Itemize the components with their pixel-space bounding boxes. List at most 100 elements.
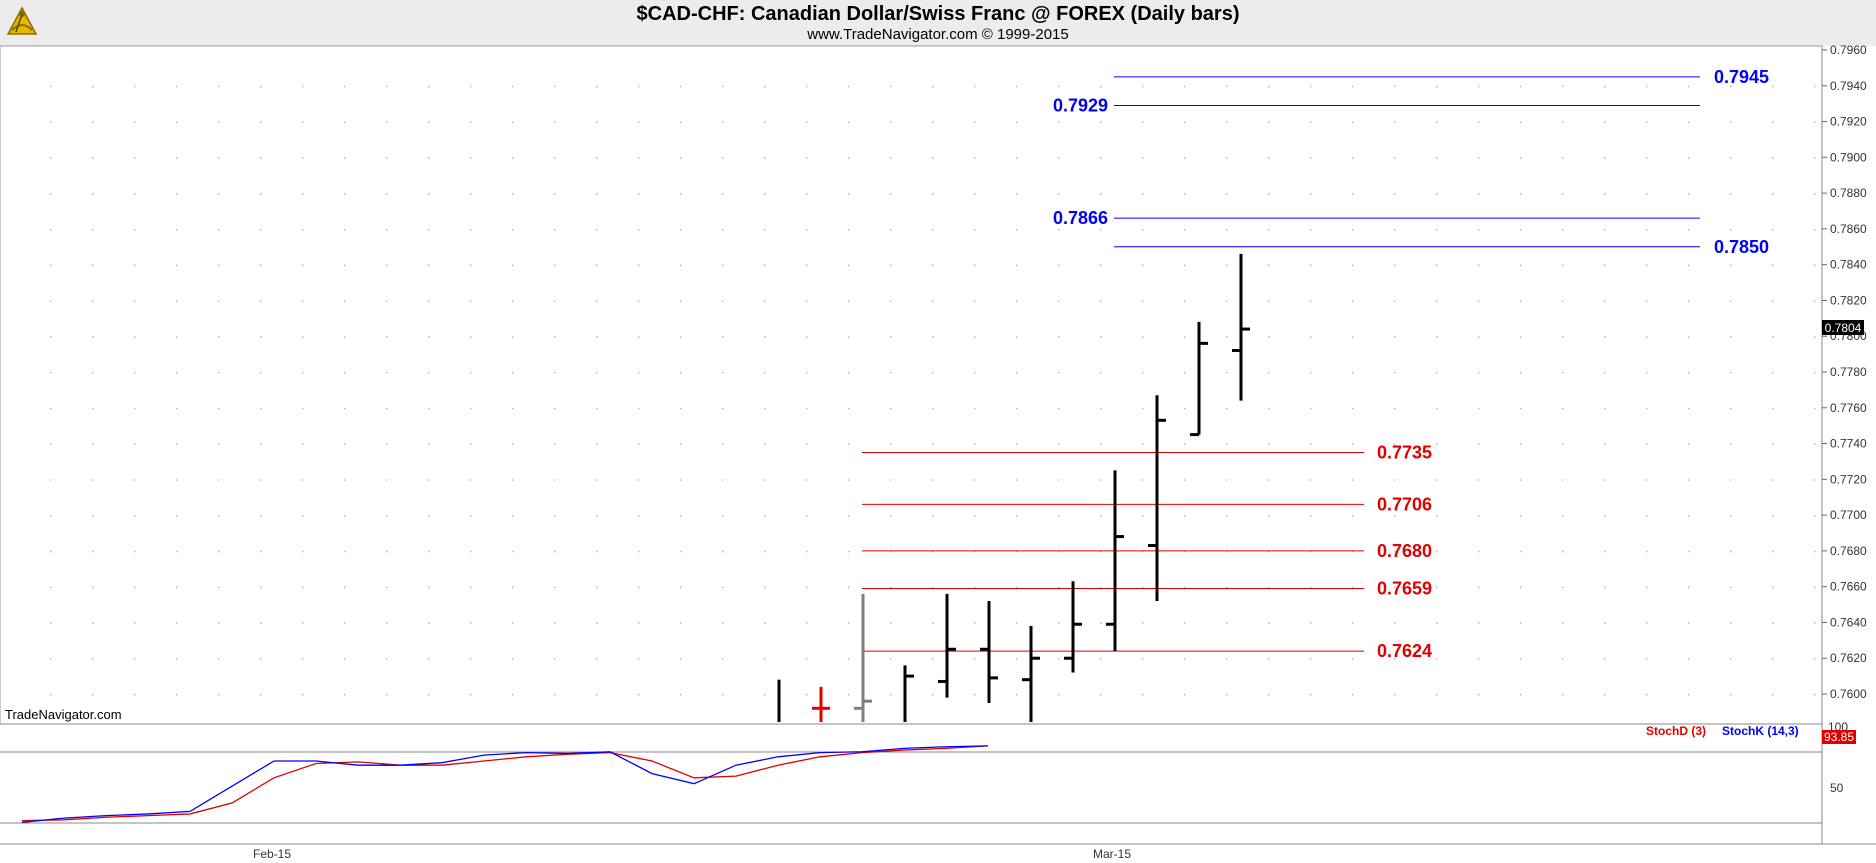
grid-dot	[1394, 694, 1396, 696]
grid-dot	[218, 586, 220, 589]
grid-dot	[1814, 622, 1816, 624]
grid-dot	[1184, 121, 1186, 123]
grid-dot	[1646, 372, 1648, 374]
grid-dot	[764, 658, 766, 660]
grid-dot	[92, 264, 94, 267]
grid-dot	[680, 515, 682, 517]
grid-dot	[1772, 85, 1774, 88]
grid-dot	[134, 515, 136, 517]
grid-dot	[50, 515, 52, 517]
support-label: 0.7706	[1377, 494, 1432, 514]
grid-dot	[134, 622, 136, 624]
grid-dot	[1268, 550, 1270, 553]
grid-dot	[344, 193, 346, 195]
grid-dot	[1184, 550, 1186, 553]
grid-dot	[176, 550, 178, 553]
support-label: 0.7680	[1377, 541, 1432, 561]
grid-dot	[1772, 372, 1774, 374]
stoch-d-value-tag	[1822, 730, 1856, 744]
grid-dot	[1268, 193, 1270, 195]
grid-dot	[974, 372, 976, 374]
grid-dot	[1268, 372, 1270, 374]
grid-dot	[890, 121, 892, 123]
stoch-tick-50: 50	[1830, 781, 1844, 795]
grid-dot	[176, 407, 178, 410]
grid-dot	[638, 622, 640, 624]
grid-dot	[1142, 622, 1144, 624]
grid-dot	[1352, 228, 1354, 231]
y-tick-label: 0.7600	[1830, 687, 1867, 701]
grid-dot	[554, 622, 556, 624]
grid-dot	[1520, 300, 1522, 302]
grid-dot	[1772, 622, 1774, 624]
grid-dot	[134, 228, 136, 231]
grid-dot	[218, 694, 220, 696]
grid-dot	[806, 550, 808, 553]
grid-dot	[1604, 264, 1606, 267]
support-label: 0.7735	[1377, 443, 1432, 463]
watermark-text: TradeNavigator.com	[5, 707, 122, 722]
grid-dot	[50, 228, 52, 231]
grid-dot	[1394, 515, 1396, 517]
grid-dot	[1562, 515, 1564, 517]
grid-dot	[932, 550, 934, 553]
grid-dot	[1604, 622, 1606, 624]
grid-dot	[974, 336, 976, 338]
grid-dot	[1058, 228, 1060, 231]
grid-dot	[1268, 228, 1270, 231]
grid-dot	[1730, 658, 1732, 660]
grid-dot	[512, 157, 514, 159]
grid-dot	[1814, 694, 1816, 696]
y-tick-label: 0.7920	[1830, 115, 1867, 129]
grid-dot	[806, 479, 808, 481]
resistance-label: 0.7929	[1053, 95, 1108, 115]
grid-dot	[932, 694, 934, 696]
grid-dot	[50, 264, 52, 267]
grid-dot	[1016, 157, 1018, 159]
grid-dot	[1352, 515, 1354, 517]
grid-dot	[386, 479, 388, 481]
grid-dot	[1814, 264, 1816, 267]
grid-dot	[806, 443, 808, 445]
grid-dot	[848, 300, 850, 302]
grid-dot	[638, 407, 640, 410]
grid-dot	[1226, 264, 1228, 267]
grid-dot	[176, 336, 178, 338]
grid-dot	[1562, 479, 1564, 481]
grid-dot	[428, 193, 430, 195]
grid-dot	[1688, 228, 1690, 231]
stoch-k-label: StochK (14,3)	[1722, 724, 1799, 738]
grid-dot	[1352, 336, 1354, 338]
grid-dot	[932, 407, 934, 410]
grid-dot	[470, 264, 472, 267]
grid-dot	[386, 264, 388, 267]
grid-dot	[344, 85, 346, 88]
grid-dot	[932, 515, 934, 517]
grid-dot	[1226, 121, 1228, 123]
grid-dot	[1310, 479, 1312, 481]
grid-dot	[176, 372, 178, 374]
grid-dot	[50, 443, 52, 445]
grid-dot	[1016, 193, 1018, 195]
grid-dot	[176, 193, 178, 195]
grid-dot	[1352, 372, 1354, 374]
grid-dot	[1436, 586, 1438, 589]
grid-dot	[890, 550, 892, 553]
grid-dot	[1436, 336, 1438, 338]
grid-dot	[428, 121, 430, 123]
grid-dot	[1352, 85, 1354, 88]
grid-dot	[554, 336, 556, 338]
grid-dot	[722, 550, 724, 553]
grid-dot	[848, 694, 850, 696]
grid-dot	[176, 157, 178, 159]
grid-dot	[1520, 550, 1522, 553]
grid-dot	[1562, 264, 1564, 267]
grid-dot	[1058, 85, 1060, 88]
grid-dot	[1226, 228, 1228, 231]
grid-dot	[638, 85, 640, 88]
grid-dot	[638, 694, 640, 696]
grid-dot	[974, 479, 976, 481]
grid-dot	[1478, 586, 1480, 589]
grid-dot	[1016, 443, 1018, 445]
grid-dot	[176, 586, 178, 589]
